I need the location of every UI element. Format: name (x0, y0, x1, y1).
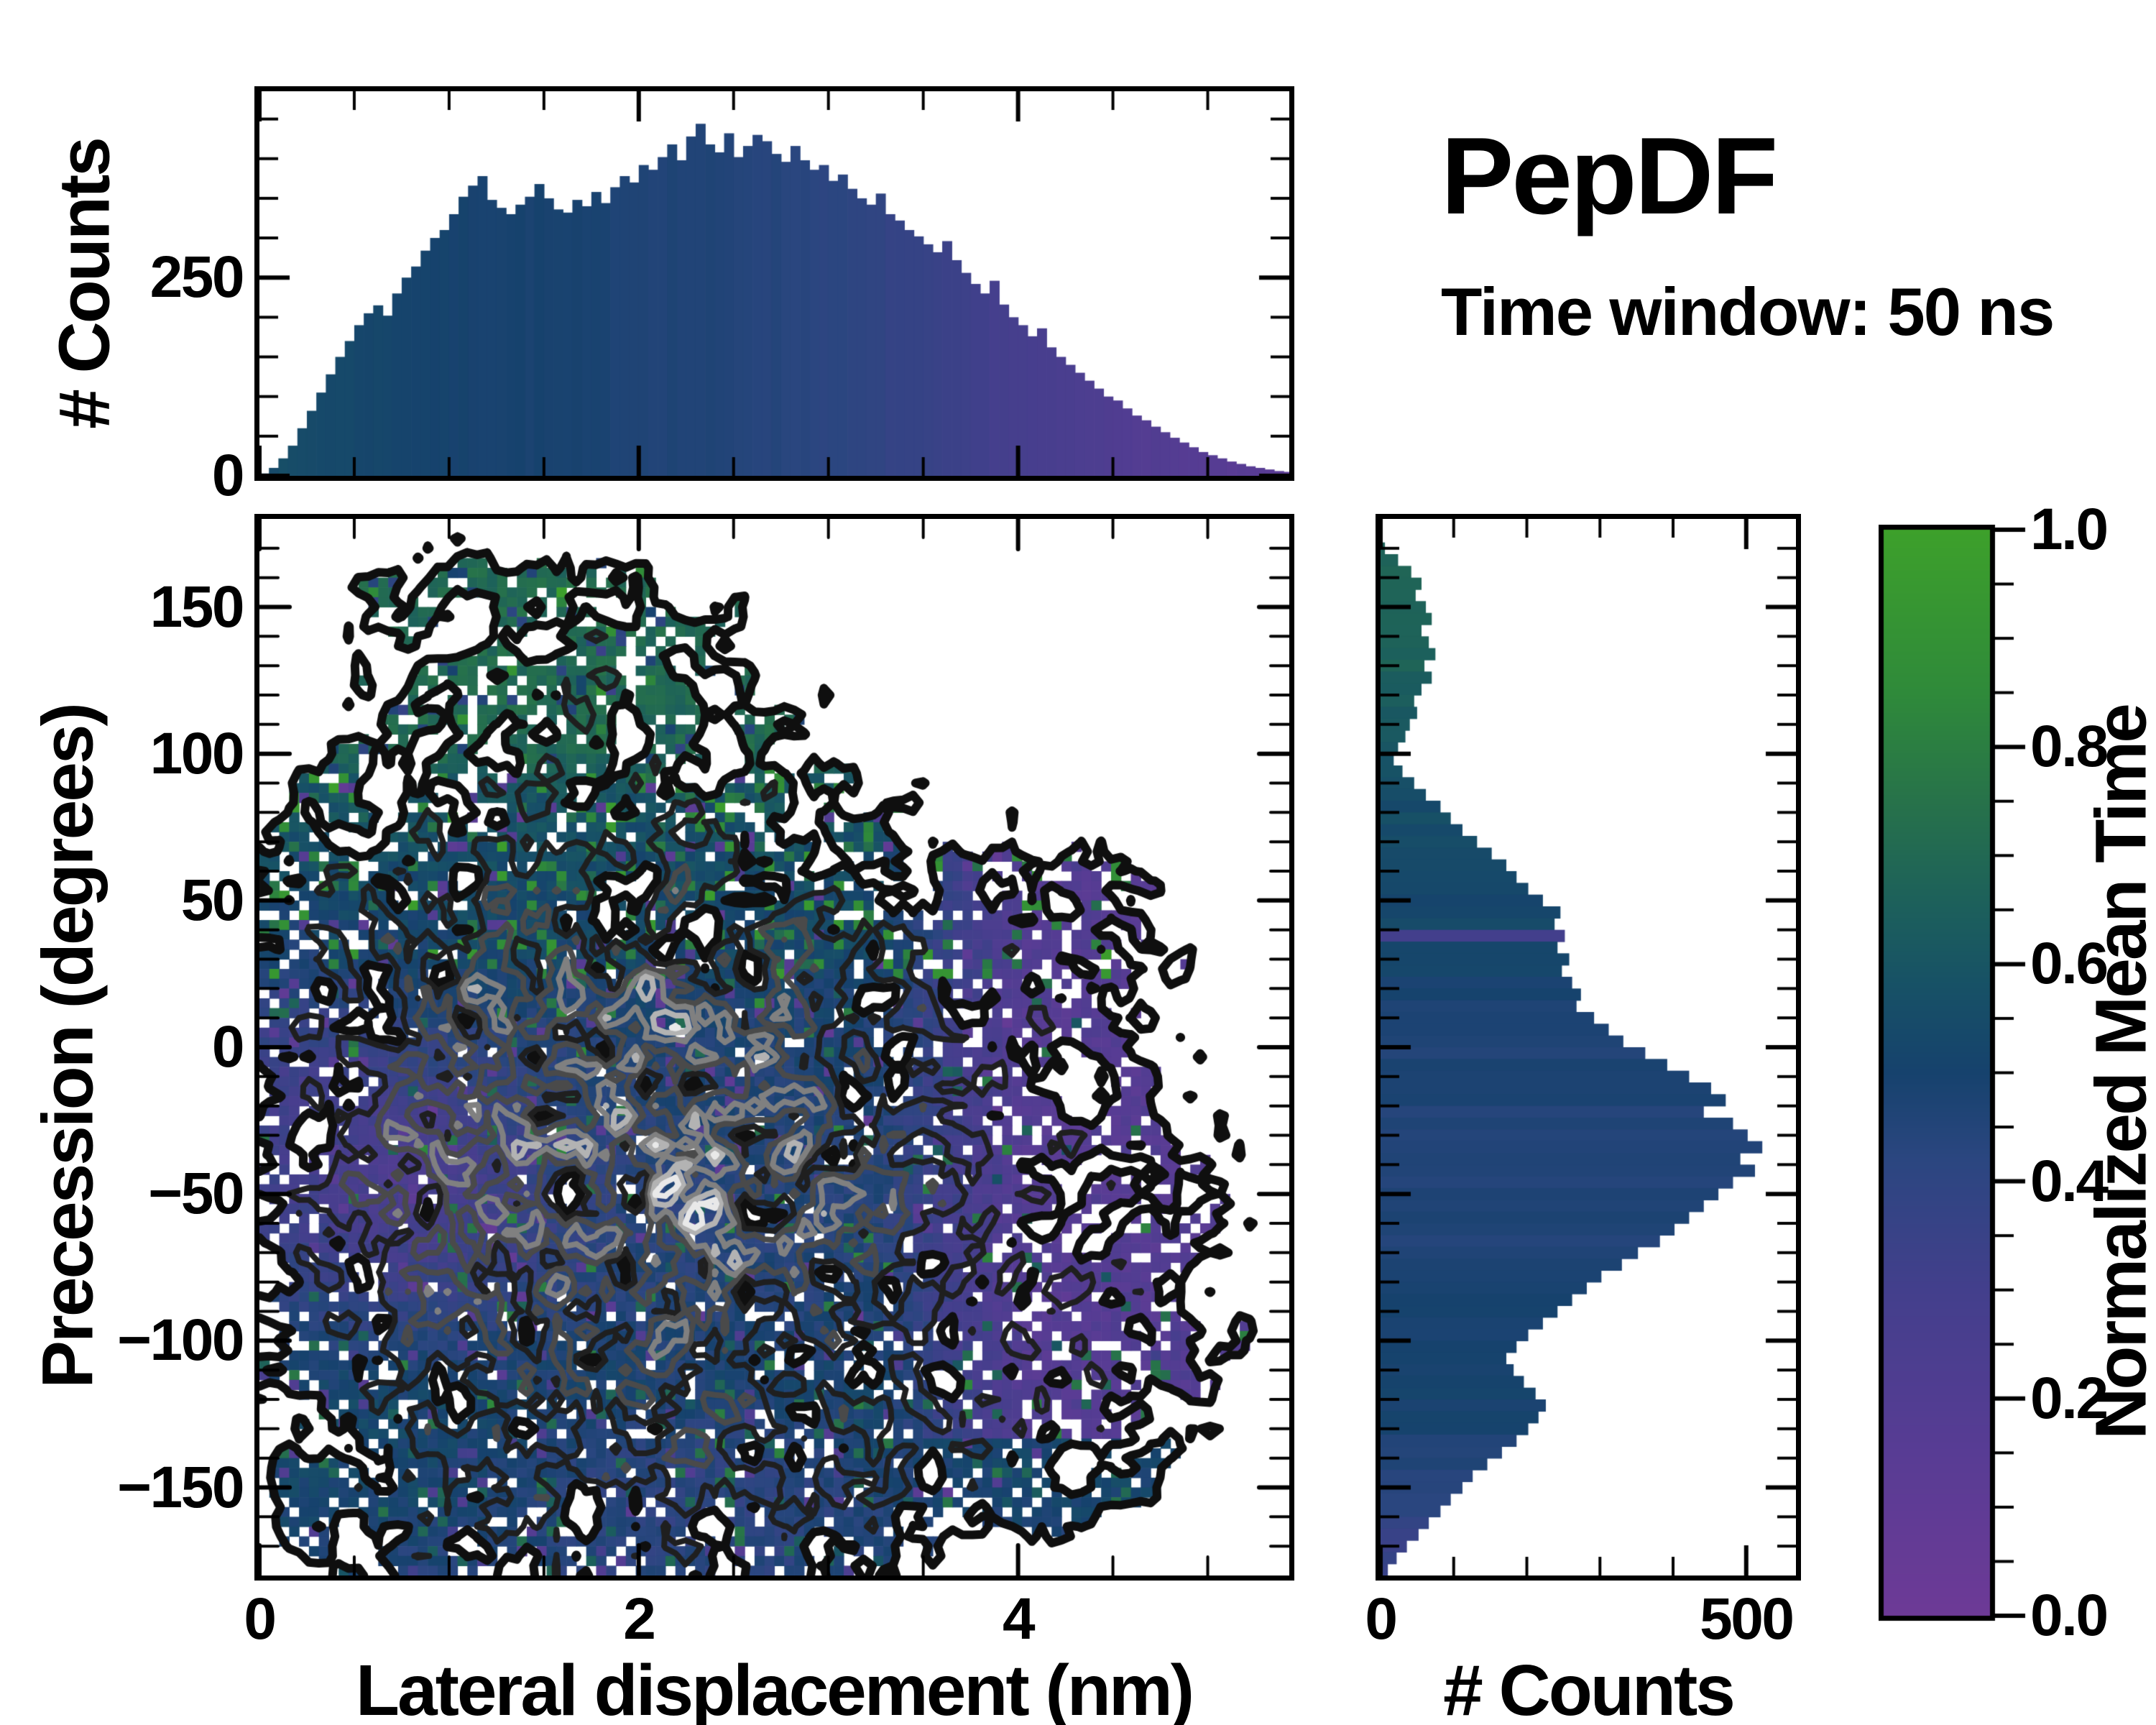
colorbar-label: Normalized Mean Time (2081, 705, 2156, 1440)
heatmap-x-axis-label: Lateral displacement (nm) (355, 1650, 1194, 1725)
top-histogram-y-tick-label: 250 (149, 244, 245, 310)
heatmap-x-tick-label: 2 (623, 1586, 656, 1652)
colorbar-tick-label: 0.6 (2030, 931, 2109, 997)
colorbar-tick-label: 0.2 (2030, 1365, 2109, 1431)
figure-subtitle: Time window: 50 ns (1441, 274, 2055, 349)
colorbar-tick-label: 0.0 (2030, 1583, 2109, 1648)
colorbar-tick-label: 0.8 (2030, 714, 2109, 780)
heatmap-x-tick-label: 4 (1003, 1586, 1036, 1652)
heatmap-y-tick-label: 50 (180, 867, 245, 933)
heatmap-y-tick-label: −100 (117, 1307, 244, 1374)
figure-title: PepDF (1441, 115, 1778, 237)
colorbar (1879, 525, 2055, 1624)
right-histogram-x-axis-label: # Counts (1443, 1650, 1736, 1725)
colorbar-tick-label: 0.4 (2030, 1148, 2109, 1214)
heatmap-y-tick-label: −150 (117, 1454, 244, 1520)
joint-heatmap-plot (254, 514, 1294, 1581)
heatmap-y-tick-label: −50 (148, 1161, 244, 1227)
colorbar-tick-label: 1.0 (2030, 497, 2109, 562)
heatmap-y-tick-label: 150 (149, 574, 245, 640)
heatmap-x-tick-label: 0 (244, 1586, 277, 1652)
right-histogram-x-tick-label: 0 (1365, 1586, 1398, 1652)
top-histogram-plot (254, 86, 1294, 481)
top-histogram-y-tick-label: 0 (211, 443, 245, 508)
right-histogram-plot (1376, 514, 1801, 1581)
heatmap-y-tick-label: 100 (149, 720, 245, 786)
heatmap-y-tick-label: 0 (211, 1014, 245, 1080)
right-histogram-x-tick-label: 500 (1700, 1586, 1795, 1652)
